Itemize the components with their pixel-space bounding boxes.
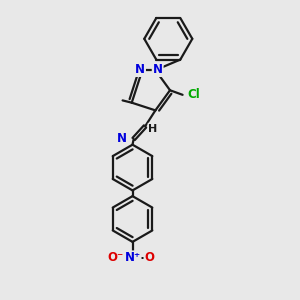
Text: O: O [145,251,155,264]
Text: H: H [148,124,158,134]
Text: N⁺: N⁺ [124,251,141,264]
Text: Cl: Cl [188,88,200,101]
Text: N: N [153,63,163,76]
Text: N: N [117,132,127,145]
Text: N: N [135,63,145,76]
Text: O⁻: O⁻ [107,251,124,264]
